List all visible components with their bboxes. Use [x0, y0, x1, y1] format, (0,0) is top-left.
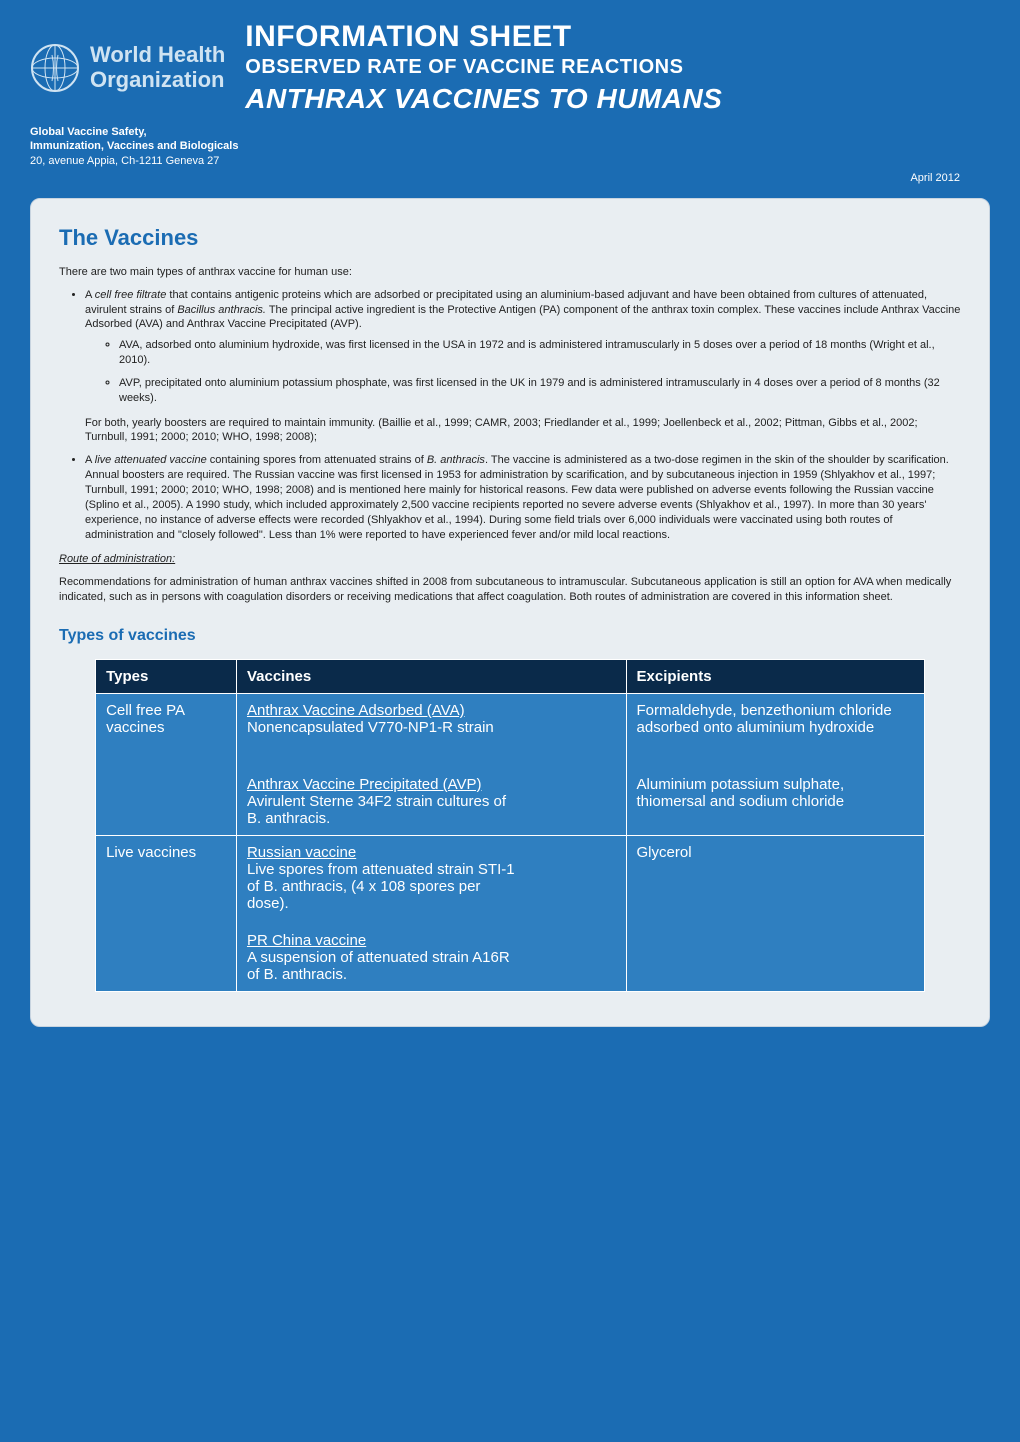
- intro-text: There are two main types of anthrax vacc…: [59, 265, 961, 280]
- spacer: [637, 756, 914, 776]
- cell-exc-live: Glycerol: [626, 835, 924, 991]
- ava-strain: Nonencapsulated V770-NP1-R strain: [247, 719, 494, 736]
- safety-addr: 20, avenue Appia, Ch-1211 Geneva 27: [30, 154, 990, 168]
- link-ava[interactable]: Anthrax Vaccine Adsorbed (AVA): [247, 702, 465, 719]
- cell-type-live: Live vaccines: [96, 835, 237, 991]
- title-line2: OBSERVED RATE OF VACCINE REACTIONS: [245, 56, 722, 79]
- exc1: Formaldehyde, benzethonium chloride adso…: [637, 702, 892, 736]
- sub-bullet-avp: AVP, precipitated onto aluminium potassi…: [119, 376, 961, 406]
- cell-exc-cellfree: Formaldehyde, benzethonium chloride adso…: [626, 693, 924, 835]
- link-prchina[interactable]: PR China vaccine: [247, 932, 366, 949]
- th-types: Types: [96, 659, 237, 693]
- who-line2: Organization: [90, 68, 225, 92]
- spacer: [247, 912, 616, 932]
- title-line3: ANTHRAX VACCINES TO HUMANS: [245, 83, 722, 115]
- sub-bullet-ava: AVA, adsorbed onto aluminium hydroxide, …: [119, 338, 961, 368]
- cell-vacc-cellfree: Anthrax Vaccine Adsorbed (AVA) Nonencaps…: [236, 693, 626, 835]
- who-text: World Health Organization: [90, 43, 225, 91]
- avp-strain-b: B. anthracis.: [247, 810, 330, 827]
- b2-prefix: A: [85, 454, 95, 466]
- table-row: Cell free PA vaccines Anthrax Vaccine Ad…: [96, 693, 925, 835]
- b1-term: cell free filtrate: [95, 289, 167, 301]
- date: April 2012: [0, 172, 1020, 198]
- bullet-live: A live attenuated vaccine containing spo…: [85, 453, 961, 542]
- content-panel: The Vaccines There are two main types of…: [30, 198, 990, 1027]
- who-logo-block: World Health Organization: [30, 20, 225, 115]
- b2-org: B. anthracis: [427, 454, 485, 466]
- prchina-line-b: of B. anthracis.: [247, 966, 347, 983]
- th-excipients: Excipients: [626, 659, 924, 693]
- safety-line1: Global Vaccine Safety,: [30, 125, 990, 139]
- header: World Health Organization INFORMATION SH…: [0, 0, 1020, 125]
- section-heading-vaccines: The Vaccines: [59, 225, 961, 251]
- b2-term: live attenuated vaccine: [95, 454, 207, 466]
- russian-line-b: of B. anthracis, (4 x 108 spores per: [247, 878, 480, 895]
- title-line1: INFORMATION SHEET: [245, 20, 722, 54]
- who-logo-icon: [30, 43, 80, 93]
- cell-type-cellfree: Cell free PA vaccines: [96, 693, 237, 835]
- table-header-row: Types Vaccines Excipients: [96, 659, 925, 693]
- safety-line2: Immunization, Vaccines and Biologicals: [30, 139, 990, 153]
- avp-strain-a: Avirulent Sterne 34F2 strain cultures of: [247, 793, 506, 810]
- russian-line-c: dose).: [247, 895, 289, 912]
- link-russian[interactable]: Russian vaccine: [247, 844, 356, 861]
- body-text: There are two main types of anthrax vacc…: [59, 265, 961, 605]
- route-text: Recommendations for administration of hu…: [59, 575, 961, 605]
- section-heading-types: Types of vaccines: [59, 627, 961, 645]
- title-block: INFORMATION SHEET OBSERVED RATE OF VACCI…: [245, 20, 722, 115]
- b1-prefix: A: [85, 289, 95, 301]
- b1-org: Bacillus anthracis.: [177, 304, 266, 316]
- bullet-cell-free: A cell free filtrate that contains antig…: [85, 288, 961, 446]
- page: World Health Organization INFORMATION SH…: [0, 0, 1020, 1442]
- route-heading-text: Route of administration:: [59, 553, 175, 565]
- b2-rest: containing spores from attenuated strain…: [207, 454, 427, 466]
- exc2: Aluminium potassium sulphate, thiomersal…: [637, 776, 845, 810]
- link-avp[interactable]: Anthrax Vaccine Precipitated (AVP): [247, 776, 482, 793]
- b2-tail: . The vaccine is administered as a two-d…: [85, 454, 949, 540]
- safety-block: Global Vaccine Safety, Immunization, Vac…: [0, 125, 1020, 172]
- vaccines-table: Types Vaccines Excipients Cell free PA v…: [95, 659, 925, 992]
- prchina-line-a: A suspension of attenuated strain A16R: [247, 949, 510, 966]
- table-row: Live vaccines Russian vaccine Live spore…: [96, 835, 925, 991]
- spacer: [247, 756, 616, 776]
- cell-vacc-live: Russian vaccine Live spores from attenua…: [236, 835, 626, 991]
- russian-line-a: Live spores from attenuated strain STI-1: [247, 861, 515, 878]
- who-line1: World Health: [90, 43, 225, 67]
- spacer: [247, 736, 616, 756]
- spacer: [637, 736, 914, 756]
- for-both-text: For both, yearly boosters are required t…: [85, 416, 961, 446]
- route-heading: Route of administration:: [59, 552, 961, 567]
- th-vaccines: Vaccines: [236, 659, 626, 693]
